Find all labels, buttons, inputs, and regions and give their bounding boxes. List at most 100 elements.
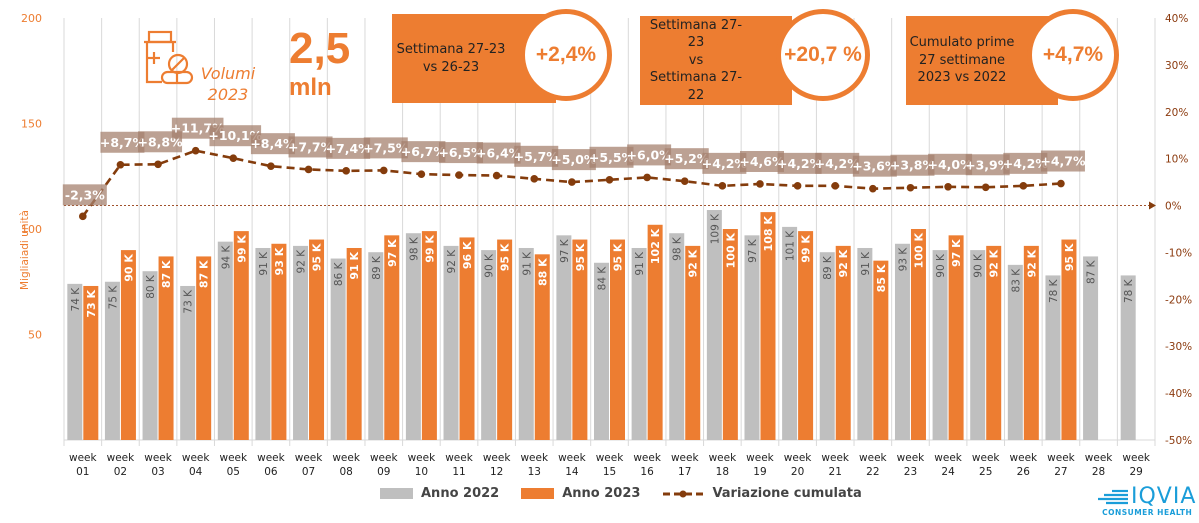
variazione-label: +8,7% bbox=[100, 135, 146, 150]
kpi-label-line: 27 settimane bbox=[918, 52, 1006, 68]
y-tick-label: 50 bbox=[28, 329, 42, 342]
volumi-label: Volumi 2023 bbox=[198, 64, 258, 106]
variazione-label-box bbox=[852, 155, 897, 177]
x-tick-label: week bbox=[520, 452, 549, 464]
bar-anno-2023 bbox=[271, 243, 287, 440]
x-tick-label: 13 bbox=[528, 466, 541, 478]
y2-tick-label: -30% bbox=[1165, 341, 1192, 353]
x-tick-label: 16 bbox=[640, 466, 654, 478]
variazione-label-box bbox=[1040, 150, 1085, 172]
variazione-label: +4,7% bbox=[1040, 154, 1086, 169]
bar-label-anno-2022: 91 K bbox=[860, 251, 872, 276]
bar-label-anno-2023: 97 K bbox=[386, 239, 399, 267]
variazione-label: +5,7% bbox=[514, 149, 560, 164]
legend-swatch-anno-2023 bbox=[521, 488, 555, 499]
bar-label-anno-2022: 90 K bbox=[973, 253, 985, 278]
bar-anno-2022 bbox=[894, 243, 910, 440]
kpi-label-line: vs 26-23 bbox=[422, 59, 480, 75]
bar-anno-2023 bbox=[685, 245, 701, 440]
variazione-label: +6,4% bbox=[476, 146, 522, 161]
variazione-label-box bbox=[627, 144, 672, 166]
bar-anno-2023 bbox=[233, 231, 249, 440]
total-volume-value: 2,5 bbox=[289, 24, 351, 73]
variazione-label-box bbox=[209, 125, 262, 147]
variazione-polyline bbox=[81, 149, 1062, 218]
bar-label-anno-2022: 98 K bbox=[408, 236, 420, 261]
bar-anno-2023 bbox=[835, 245, 851, 440]
x-tick-label: week bbox=[370, 452, 399, 464]
bar-anno-2023 bbox=[1061, 239, 1077, 440]
bar-label-anno-2023: 95 K bbox=[574, 243, 587, 271]
variazione-label: +5,5% bbox=[589, 150, 635, 165]
bar-anno-2022 bbox=[782, 226, 798, 440]
bar-anno-2022 bbox=[142, 271, 158, 440]
x-tick-label: week bbox=[332, 452, 361, 464]
kpi-cumulative-label: Cumulato prime 27 settimane 2023 vs 2022 bbox=[908, 34, 1016, 87]
variazione-label-box bbox=[250, 133, 295, 155]
bar-label-anno-2023: 99 K bbox=[800, 235, 813, 263]
bar-anno-2023 bbox=[910, 229, 926, 440]
variazione-point bbox=[455, 171, 463, 179]
bar-anno-2023 bbox=[384, 235, 400, 440]
variazione-label: +3,8% bbox=[890, 158, 936, 173]
variazione-label: +10,1% bbox=[208, 128, 262, 143]
bar-label-anno-2022: 78 K bbox=[1123, 278, 1135, 303]
variazione-label: -2,3% bbox=[65, 187, 105, 202]
x-tick-label: week bbox=[1085, 452, 1114, 464]
bar-label-anno-2023: 93 K bbox=[273, 247, 286, 275]
variazione-label-box bbox=[965, 154, 1010, 176]
logo-name: IQVIA bbox=[1131, 484, 1197, 509]
variazione-point bbox=[1019, 182, 1028, 190]
y2-tick-label: -40% bbox=[1165, 388, 1192, 400]
variazione-label: +3,6% bbox=[852, 159, 898, 174]
bar-label-anno-2022: 86 K bbox=[333, 261, 345, 286]
bar-anno-2023 bbox=[948, 235, 964, 440]
bar-anno-2023 bbox=[196, 256, 212, 440]
bar-label-anno-2023: 92 K bbox=[988, 249, 1001, 277]
bar-anno-2022 bbox=[744, 235, 760, 440]
x-tick-label: 03 bbox=[151, 466, 164, 478]
variazione-label-box bbox=[551, 149, 596, 171]
x-tick-label: week bbox=[219, 452, 248, 464]
x-tick-label: week bbox=[483, 452, 512, 464]
bar-anno-2022 bbox=[180, 285, 196, 440]
bar-label-anno-2023: 97 K bbox=[950, 239, 963, 267]
kpi-week-vs-prev-week-label: Settimana 27-23 vs 26-23 bbox=[396, 41, 506, 76]
legend-label: Anno 2023 bbox=[562, 486, 641, 501]
bar-label-anno-2022: 93 K bbox=[897, 247, 909, 272]
variazione-label: +4,2% bbox=[1003, 156, 1049, 171]
bar-label-anno-2022: 92 K bbox=[446, 249, 458, 274]
x-tick-label: 19 bbox=[753, 466, 766, 478]
bar-label-anno-2022: 89 K bbox=[371, 255, 383, 280]
y2-tick-label: 20% bbox=[1165, 107, 1188, 119]
bar-anno-2022 bbox=[330, 258, 346, 440]
variazione-label: +4,2% bbox=[702, 156, 748, 171]
bar-anno-2023 bbox=[421, 231, 437, 440]
bar-anno-2022 bbox=[67, 283, 83, 440]
bar-label-anno-2022: 101 K bbox=[785, 230, 797, 261]
kpi-label-line: Cumulato prime bbox=[909, 35, 1015, 51]
variazione-point bbox=[229, 154, 238, 162]
kpi-week-vs-last-year-value: +20,7 % bbox=[776, 9, 870, 101]
bar-label-anno-2023: 87 K bbox=[160, 260, 173, 288]
bar-anno-2023 bbox=[873, 260, 889, 440]
bar-anno-2022 bbox=[631, 247, 647, 440]
variazione-point bbox=[379, 166, 388, 175]
bar-anno-2023 bbox=[572, 239, 588, 440]
variazione-label-box bbox=[439, 142, 484, 164]
kpi-week-vs-last-year-box: Settimana 27-23 vs Settimana 27-22 bbox=[640, 16, 792, 105]
x-tick-label: 29 bbox=[1130, 466, 1143, 478]
x-tick-label: week bbox=[746, 452, 775, 464]
y-axis-right: -50% -40% -30% -20% -10% 0% 10% 20% 30% 40% bbox=[1165, 13, 1192, 447]
variazione-label: +4,6% bbox=[739, 154, 785, 169]
x-tick-label: 20 bbox=[791, 466, 804, 478]
y2-tick-label: 40% bbox=[1165, 13, 1188, 25]
x-tick-label: 06 bbox=[264, 466, 278, 478]
bar-label-anno-2023: 95 K bbox=[499, 243, 512, 271]
bar-anno-2022 bbox=[970, 250, 986, 440]
variazione-point bbox=[981, 183, 990, 192]
bar-label-anno-2022: 75 K bbox=[107, 285, 119, 310]
bar-label-anno-2023: 100 K bbox=[724, 233, 737, 269]
bar-label-anno-2022: 84 K bbox=[597, 266, 609, 291]
bar-anno-2022 bbox=[1083, 256, 1099, 440]
